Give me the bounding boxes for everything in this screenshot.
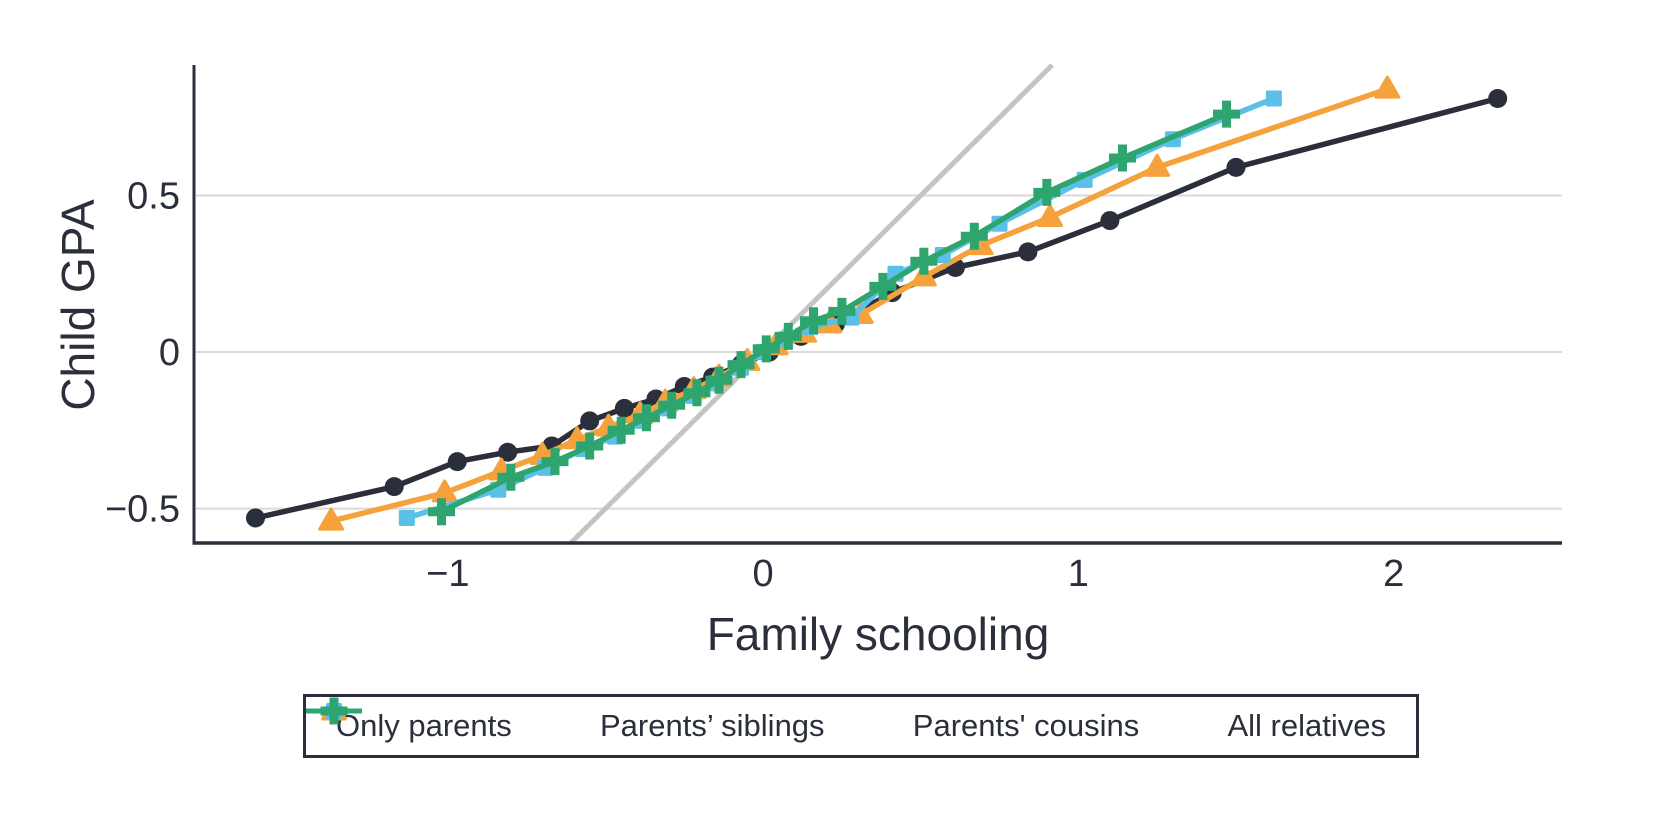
series-only-parents-marker [1488,88,1508,108]
y-tick-label-1: 0 [159,332,180,374]
x-tick-label-1: 0 [753,553,774,595]
series-only-parents-marker [447,452,467,472]
series-only-parents-marker [245,508,265,528]
legend-entry-all-relatives: All relatives [306,697,1386,744]
x-axis-title: Family schooling [707,608,1050,660]
x-tick-label-2: 1 [1068,553,1089,595]
legend-label-only-parents: Only parents [336,708,512,743]
series-all-relatives [427,100,1241,526]
series-parents-cousins-marker [398,509,415,526]
series-only-parents-marker [614,398,634,418]
y-tick-label-0: −0.5 [105,489,180,531]
y-axis-title: Child GPA [52,199,104,411]
legend-entry-parents-siblings: Parents’ siblings [306,697,825,744]
legend-entry-parents-cousins: Parents' cousins [306,703,1140,744]
series-only-parents-marker [384,477,404,497]
x-tick-label-0: −1 [426,553,469,595]
series-parents-cousins-marker [1265,90,1282,107]
legend-label-parents-cousins: Parents' cousins [912,708,1140,743]
identity-45-degree-line [568,63,1054,545]
tick-labels-group: −1 0 1 2 −0.5 0 0.5 [105,176,1404,595]
series-only-parents-marker [1018,242,1038,262]
series-only-parents-marker [498,442,518,462]
legend-label-parents-siblings: Parents’ siblings [599,708,825,743]
series-parents-siblings-marker [318,507,345,531]
series-parents-siblings-marker [1144,153,1171,177]
series-only-parents-marker [1226,157,1246,177]
series-parents-siblings-marker [1036,203,1063,227]
series-parents-siblings-marker [910,263,937,287]
reference-line-group [568,63,1054,545]
legend-label-all-relatives: All relatives [1227,708,1386,743]
series-parents-siblings-marker [1374,75,1401,99]
legend-entry-only-parents: Only parents [306,701,512,744]
y-tick-label-2: 0.5 [127,176,180,218]
all-relatives-plus-legend-icon [306,697,362,725]
series-only-parents-marker [1100,211,1120,231]
legend-box: Only parents Parents’ siblings Parents' co… [303,694,1419,758]
series-group [245,75,1508,531]
series-only-parents-marker [580,411,600,431]
x-tick-label-3: 2 [1383,553,1404,595]
axes-group [192,65,1562,545]
gridlines [196,194,1562,510]
